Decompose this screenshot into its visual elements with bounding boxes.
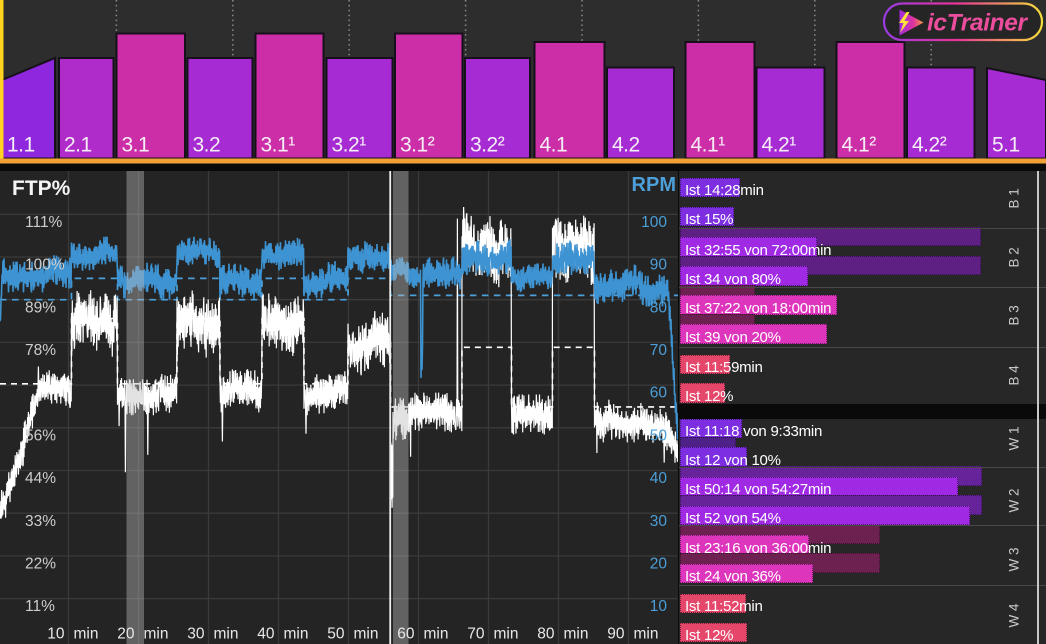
svg-text:30: 30 (187, 626, 205, 643)
svg-text:4.2²: 4.2² (912, 134, 947, 157)
svg-text:70: 70 (467, 626, 485, 643)
svg-text:111%: 111% (25, 214, 63, 231)
svg-text:min: min (284, 626, 309, 643)
svg-text:min: min (144, 626, 169, 643)
svg-text:RPM: RPM (632, 174, 676, 196)
svg-text:40: 40 (257, 626, 275, 643)
svg-text:4.2: 4.2 (612, 134, 640, 157)
svg-text:2.1: 2.1 (64, 134, 92, 157)
svg-text:5.1: 5.1 (992, 134, 1020, 157)
svg-text:3.2²: 3.2² (470, 134, 505, 157)
svg-text:3.2: 3.2 (193, 134, 221, 157)
svg-text:min: min (214, 626, 239, 643)
svg-text:100%: 100% (25, 257, 65, 274)
svg-text:20: 20 (117, 626, 135, 643)
svg-text:100: 100 (641, 214, 667, 231)
svg-text:4.1¹: 4.1¹ (691, 134, 726, 157)
svg-text:30: 30 (650, 513, 668, 530)
svg-text:10: 10 (47, 626, 65, 643)
svg-text:44%: 44% (25, 470, 56, 487)
svg-text:56%: 56% (25, 427, 56, 444)
svg-text:11%: 11% (25, 598, 55, 615)
svg-text:1.1: 1.1 (7, 134, 35, 157)
svg-text:min: min (354, 626, 379, 643)
svg-text:3.1: 3.1 (122, 134, 150, 157)
svg-text:89%: 89% (25, 299, 56, 316)
svg-text:4.1: 4.1 (540, 134, 568, 157)
svg-text:80: 80 (650, 299, 668, 316)
svg-text:min: min (634, 626, 659, 643)
svg-text:80: 80 (537, 626, 555, 643)
svg-text:60: 60 (650, 385, 668, 402)
svg-text:3.1¹: 3.1¹ (261, 134, 296, 157)
svg-text:min: min (424, 626, 449, 643)
svg-text:50: 50 (650, 427, 668, 444)
svg-text:40: 40 (650, 470, 668, 487)
svg-text:min: min (74, 626, 99, 643)
svg-text:90: 90 (607, 626, 625, 643)
svg-text:FTP%: FTP% (12, 177, 71, 200)
svg-text:min: min (494, 626, 519, 643)
svg-text:3.2¹: 3.2¹ (332, 134, 367, 157)
svg-text:50: 50 (327, 626, 345, 643)
svg-text:33%: 33% (25, 513, 56, 530)
svg-text:icTrainer: icTrainer (927, 10, 1028, 37)
svg-text:4.2¹: 4.2¹ (762, 134, 797, 157)
svg-text:3.1²: 3.1² (400, 134, 435, 157)
svg-text:20: 20 (650, 556, 668, 573)
svg-text:78%: 78% (25, 342, 56, 359)
svg-text:90: 90 (650, 257, 668, 274)
svg-text:10: 10 (650, 598, 668, 615)
svg-text:60: 60 (397, 626, 415, 643)
svg-text:min: min (564, 626, 589, 643)
svg-text:70: 70 (650, 342, 668, 359)
svg-text:22%: 22% (25, 556, 56, 573)
svg-text:4.1²: 4.1² (842, 134, 877, 157)
